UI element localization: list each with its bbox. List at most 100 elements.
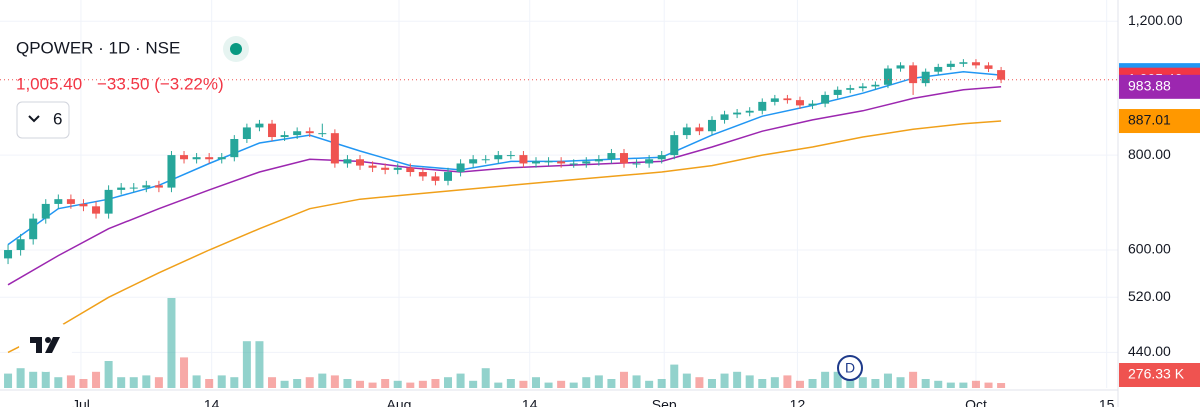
candle-body (79, 203, 88, 207)
volume-bar (833, 371, 842, 388)
candle-body (406, 167, 415, 173)
candle-body (456, 163, 465, 173)
candles (4, 59, 1006, 265)
volume-bar (393, 380, 402, 388)
legend-title: QPOWER · 1D · NSE (16, 38, 180, 57)
candle-body (557, 161, 566, 164)
volume-bar (632, 375, 641, 388)
volume-pane (4, 298, 1006, 388)
candle-body (758, 101, 767, 111)
volume-bar (770, 377, 779, 388)
volume-bar (255, 341, 264, 388)
volume-bar (682, 373, 691, 388)
candle-body (29, 218, 38, 240)
candle-body (66, 199, 75, 204)
candle-body (921, 71, 930, 84)
x-tick-label: Sep (652, 397, 677, 407)
candle-body (657, 155, 666, 160)
candle-body (330, 133, 339, 164)
volume-bar (971, 380, 980, 388)
volume-bar (720, 373, 729, 388)
dividend-marker[interactable] (837, 355, 863, 381)
volume-bar (330, 375, 339, 388)
volume-bar (569, 382, 578, 388)
volume-bar (557, 380, 566, 388)
candle-body (745, 110, 754, 113)
volume-bar (808, 379, 817, 388)
candle-body (54, 199, 63, 204)
candle-body (909, 65, 918, 84)
candle-body (104, 189, 113, 214)
x-tick-label: 12 (790, 397, 806, 407)
volume-bar (167, 298, 176, 388)
volume-bar (657, 379, 666, 388)
logo (30, 337, 60, 353)
x-tick-label: 15 (1099, 397, 1115, 407)
candle-body (607, 153, 616, 160)
candle-body (242, 127, 251, 140)
volume-bar (519, 380, 528, 388)
volume-bar (997, 383, 1006, 388)
volume-bar (733, 371, 742, 388)
volume-bar (984, 382, 993, 388)
candle-body (720, 114, 729, 120)
candle-body (92, 206, 101, 214)
chevron-icon (28, 115, 40, 123)
y-tick-label: 520.00 (1128, 288, 1171, 304)
indicator-toggle[interactable] (16, 101, 70, 139)
volume-bar (531, 377, 540, 388)
candle-body (343, 159, 352, 164)
candle-body (16, 239, 25, 251)
volume-bar (871, 379, 880, 388)
candle-body (293, 131, 302, 136)
volume-bar (230, 377, 239, 388)
volume-bar (883, 373, 892, 388)
volume-bar (607, 379, 616, 388)
volume-bar (619, 371, 628, 388)
candle-body (846, 88, 855, 90)
y-tick-label: 600.00 (1128, 241, 1171, 257)
volume-bar (154, 377, 163, 388)
moving-average (7, 70, 1002, 246)
volume-bar (29, 371, 38, 388)
candle-body (506, 155, 515, 157)
last-price: 1,005.40 (16, 74, 82, 93)
candle-body (795, 100, 804, 106)
candle-body (770, 98, 779, 102)
candle-body (997, 70, 1006, 80)
candle-body (531, 161, 540, 164)
volume-bar (92, 371, 101, 388)
price-change: −33.50 (−3.22%) (97, 74, 224, 93)
volume-bar (695, 377, 704, 388)
candle-body (280, 135, 289, 138)
volume-bar (418, 380, 427, 388)
candle-body (871, 84, 880, 87)
logo-dot (45, 337, 51, 343)
x-tick-label: Jul (72, 397, 90, 407)
candle-body (707, 119, 716, 132)
candle-body (594, 159, 603, 162)
volume-bar (356, 380, 365, 388)
volume-bar (582, 377, 591, 388)
indicator-count[interactable]: 6 (53, 109, 62, 128)
y-tick-label: 440.00 (1128, 343, 1171, 359)
moving-averages (7, 70, 1002, 354)
candle-body (154, 185, 163, 188)
candle-body (946, 63, 955, 67)
volume-bar (444, 377, 453, 388)
candle-body (883, 68, 892, 85)
volume-bar (934, 380, 943, 388)
volume-bar (959, 382, 968, 388)
volume-bar (180, 357, 189, 388)
candle-body (41, 203, 50, 219)
candle-body (519, 155, 528, 164)
candle-body (645, 159, 654, 164)
volume-bar (896, 377, 905, 388)
volume-badge (1119, 363, 1200, 387)
price-badge-label: 983.88 (1128, 78, 1171, 94)
volume-bar (406, 382, 415, 388)
candle-body (230, 139, 239, 158)
candle-body (582, 161, 591, 164)
candle-body (632, 163, 641, 165)
candle-body (444, 172, 453, 181)
